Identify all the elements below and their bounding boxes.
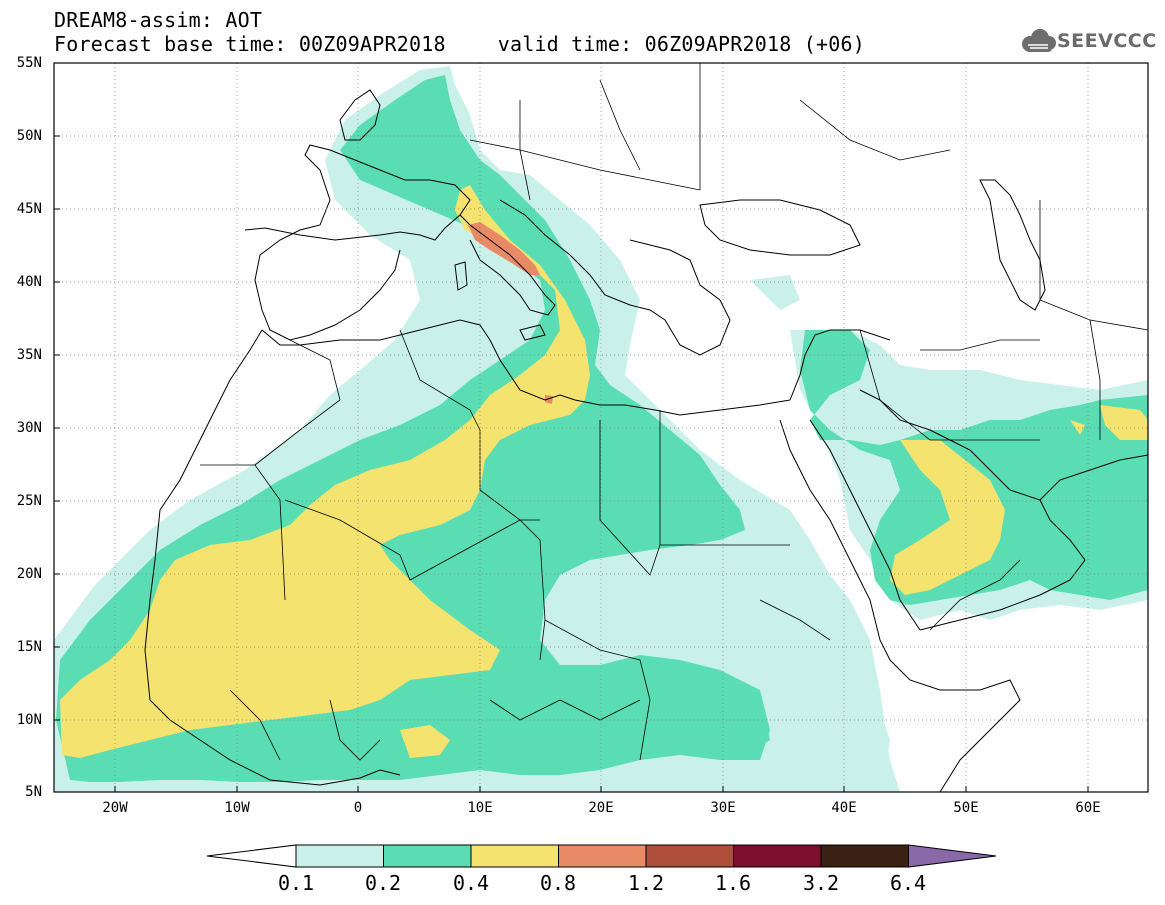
colorbar-label: 0.8 bbox=[539, 871, 577, 895]
colorbar-label: 0.1 bbox=[277, 871, 315, 895]
colorbar-label: 6.4 bbox=[889, 871, 927, 895]
lon-label: 50E bbox=[953, 800, 979, 816]
colorbar-bin-2 bbox=[383, 844, 472, 868]
valid-time: valid time: 06Z09APR2018 (+06) bbox=[497, 32, 865, 56]
lon-label: 20W bbox=[102, 800, 128, 816]
lon-label: 10W bbox=[224, 800, 250, 816]
lat-label: 15N bbox=[16, 639, 42, 655]
colorbar-bin-4 bbox=[558, 844, 647, 868]
map-title: DREAM8-assim: AOT bbox=[54, 8, 263, 32]
lon-label: 0 bbox=[353, 800, 363, 816]
colorbar-bin-3 bbox=[470, 844, 559, 868]
colorbar-label: 0.4 bbox=[452, 871, 490, 895]
colorbar-bin-6 bbox=[733, 844, 822, 868]
logo-text: SEEVCCC bbox=[1057, 30, 1157, 52]
colorbar-under bbox=[206, 844, 297, 868]
lon-label: 30E bbox=[710, 800, 736, 816]
graticule bbox=[54, 63, 1148, 792]
lat-label: 40N bbox=[16, 274, 42, 290]
lat-label: 55N bbox=[16, 55, 42, 71]
lat-label: 35N bbox=[16, 347, 42, 363]
colorbar-bin-7 bbox=[820, 844, 909, 868]
lat-label: 20N bbox=[16, 566, 42, 582]
colorbar-over bbox=[908, 844, 997, 868]
lat-label: 25N bbox=[16, 493, 42, 509]
lon-label: 10E bbox=[467, 800, 493, 816]
axis-ticks bbox=[54, 62, 1089, 792]
lat-label: 45N bbox=[16, 201, 42, 217]
colorbar-label: 1.2 bbox=[627, 871, 665, 895]
colorbar-bin-5 bbox=[645, 844, 734, 868]
aot-level-0-8 bbox=[468, 222, 553, 404]
colorbar bbox=[206, 844, 997, 868]
aot-level-0-4 bbox=[60, 185, 1148, 758]
lat-label: 50N bbox=[16, 128, 42, 144]
colorbar-bin-1 bbox=[295, 844, 384, 868]
colorbar-label: 0.2 bbox=[364, 871, 402, 895]
map-subtitle: Forecast base time: 00Z09APR2018 valid ti… bbox=[54, 32, 865, 56]
lon-label: 40E bbox=[831, 800, 857, 816]
colorbar-label: 1.6 bbox=[714, 871, 752, 895]
lon-label: 20E bbox=[588, 800, 614, 816]
lon-label: 60E bbox=[1075, 800, 1101, 816]
base-time: Forecast base time: 00Z09APR2018 bbox=[54, 32, 446, 56]
cloud-icon bbox=[1022, 29, 1056, 52]
lat-label: 10N bbox=[16, 712, 42, 728]
logo bbox=[1022, 29, 1056, 52]
lat-label: 30N bbox=[16, 420, 42, 436]
colorbar-label: 3.2 bbox=[802, 871, 840, 895]
lat-label: 5N bbox=[25, 784, 42, 800]
